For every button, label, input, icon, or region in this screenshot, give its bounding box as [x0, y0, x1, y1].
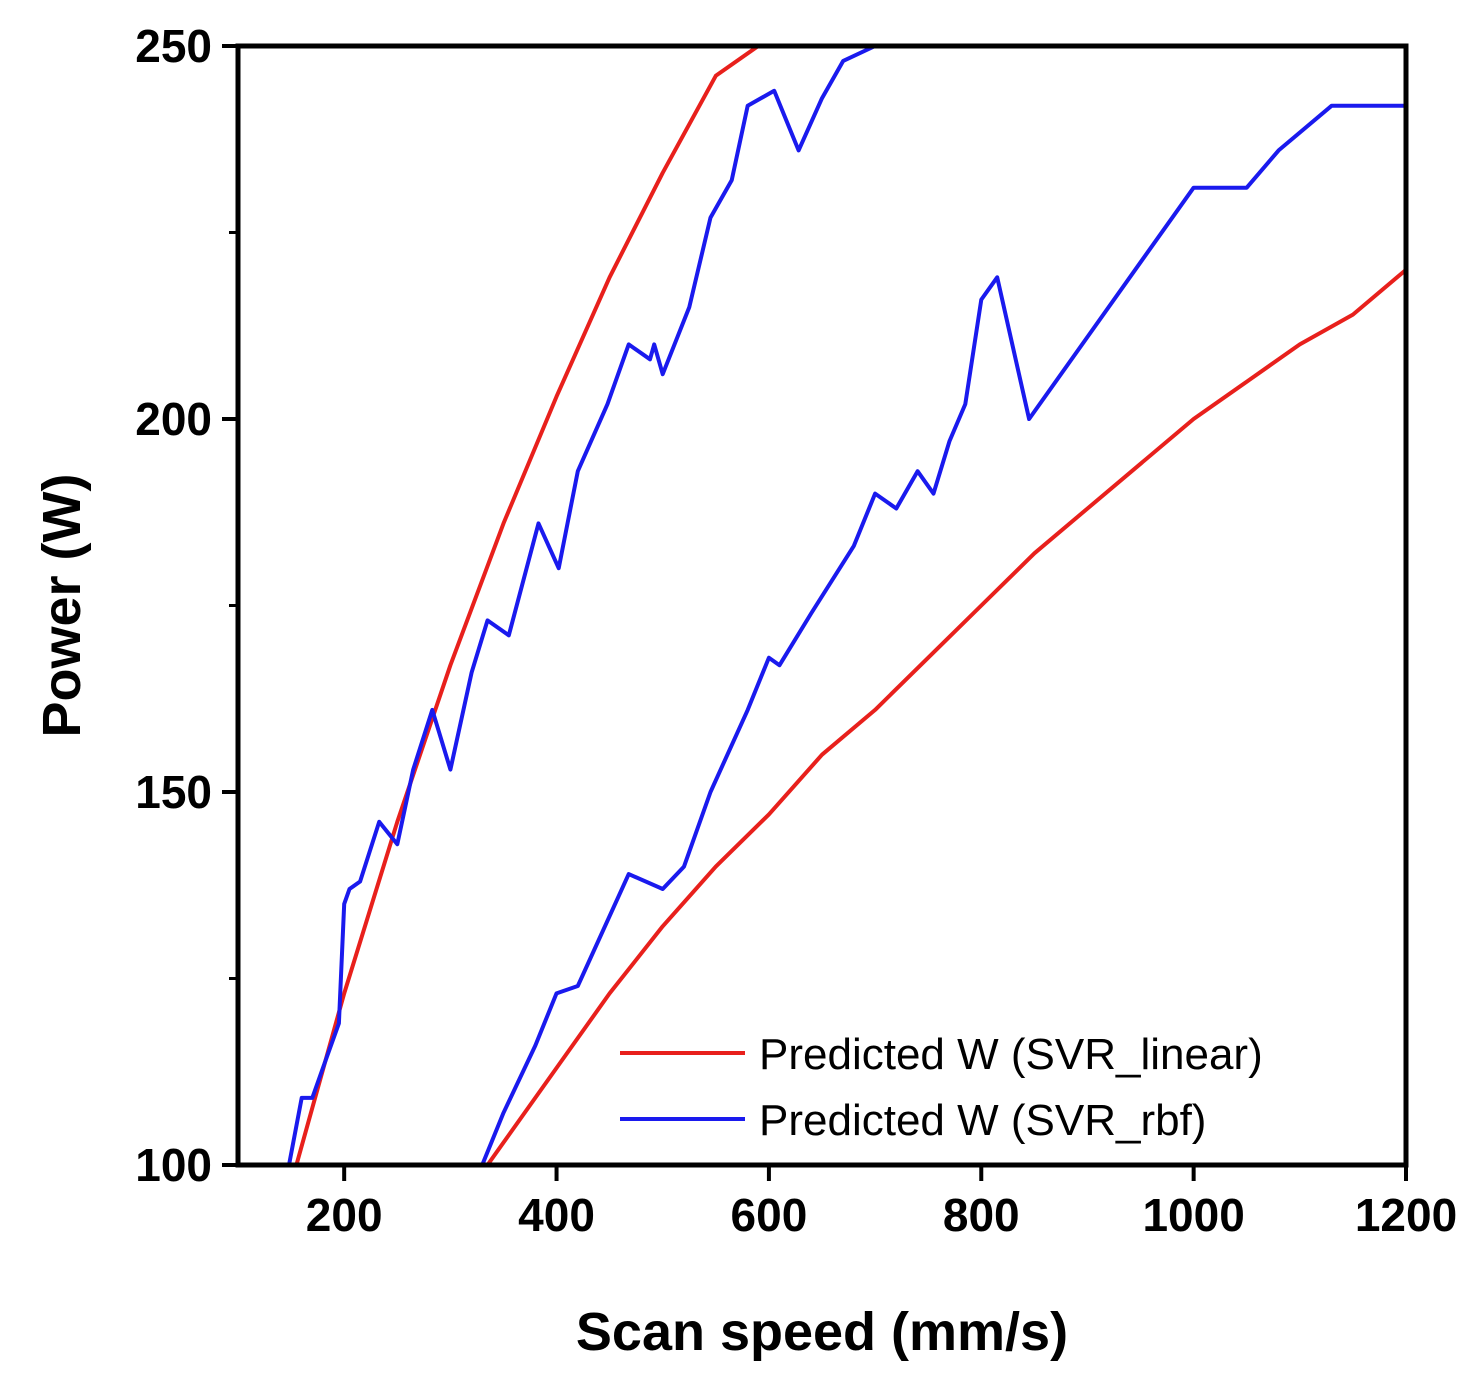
x-tick-label: 600 — [731, 1189, 808, 1241]
y-axis-title: Power (W) — [32, 474, 92, 738]
x-axis-title: Scan speed (mm/s) — [576, 1302, 1068, 1362]
x-tick-label: 800 — [943, 1189, 1020, 1241]
legend: Predicted W (SVR_linear) Predicted W (SVR… — [620, 1030, 1263, 1145]
x-tick-label: 400 — [518, 1189, 595, 1241]
series-line-4 — [480, 103, 1406, 1165]
series-line-3 — [485, 267, 1406, 1165]
x-tick-label: 200 — [306, 1189, 383, 1241]
y-tick-label: 150 — [135, 766, 212, 818]
plot-frame — [235, 43, 1409, 1168]
x-tick-label: 1200 — [1355, 1189, 1457, 1241]
x-tick-label: 1000 — [1142, 1189, 1244, 1241]
series-line-1 — [294, 46, 762, 1165]
y-tick-label: 100 — [135, 1139, 212, 1191]
series-line-2 — [287, 46, 878, 1165]
y-tick-label: 250 — [135, 20, 212, 72]
legend-label: Predicted W (SVR_rbf) — [759, 1096, 1206, 1145]
axis-ticks: 200 400 600 800 1000 1200 100 150 200 250 — [135, 20, 1457, 1241]
y-tick-label: 200 — [135, 393, 212, 445]
series-lines — [287, 46, 1406, 1165]
legend-label: Predicted W (SVR_linear) — [759, 1030, 1263, 1079]
